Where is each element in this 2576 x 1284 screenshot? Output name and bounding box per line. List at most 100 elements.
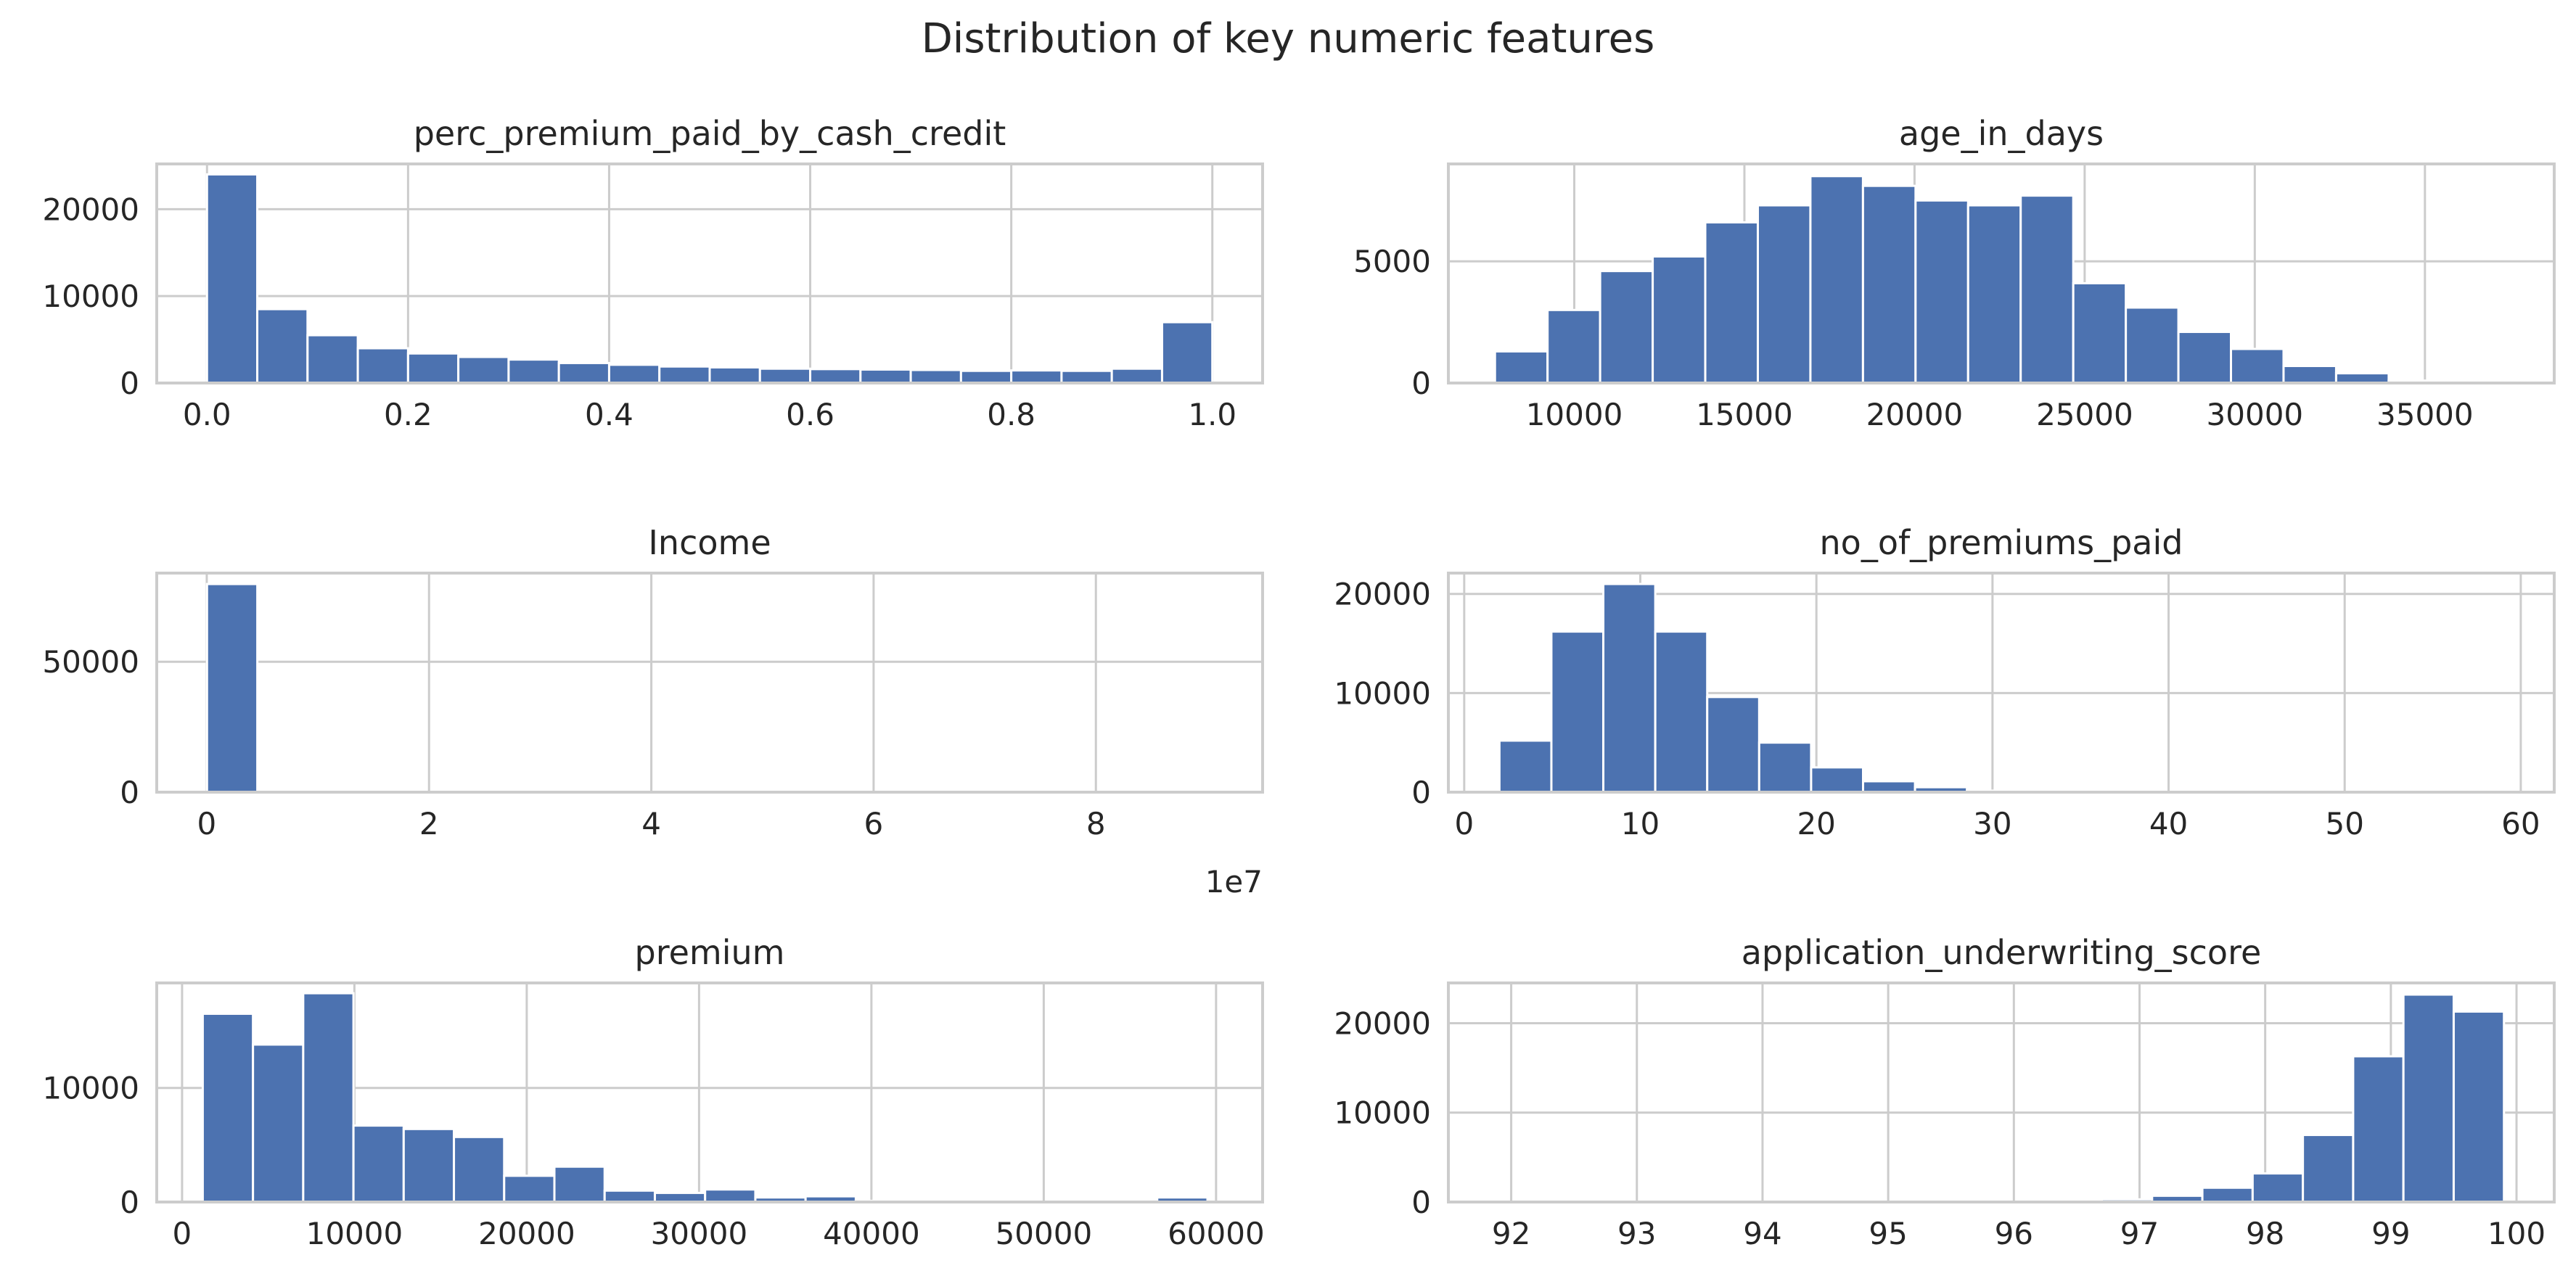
- x-tick-label: 40000: [823, 1216, 920, 1251]
- axes-frame: [155, 981, 1264, 1203]
- x-tick-label: 30000: [2207, 397, 2304, 432]
- x-tick-label: 20000: [1866, 397, 1964, 432]
- x-tick-label: 8: [1086, 806, 1106, 841]
- x-tick-label: 96: [1995, 1216, 2033, 1251]
- axes-frame: [1447, 572, 2556, 794]
- x-tick-label: 98: [2246, 1216, 2284, 1251]
- histogram-bar: [607, 363, 661, 384]
- histogram-bar: [402, 1127, 456, 1203]
- histogram-bar: [2125, 306, 2180, 384]
- histogram-bar: [201, 1012, 255, 1203]
- y-tick-label: 10000: [42, 279, 139, 314]
- x-tick-label: 0: [1454, 806, 1474, 841]
- x-tick-label: 92: [1492, 1216, 1530, 1251]
- x-offset-label: 1e7: [1205, 864, 1263, 900]
- histogram-bar: [658, 365, 711, 384]
- x-tick-label: 0.8: [987, 397, 1035, 432]
- histogram-bar: [503, 1174, 556, 1203]
- subplot-title: application_underwriting_score: [1742, 933, 2262, 972]
- subplot-title: perc_premium_paid_by_cash_credit: [414, 114, 1006, 153]
- x-tick-label: 40: [2149, 806, 2188, 841]
- histogram-bar: [704, 1188, 757, 1203]
- y-tick-label: 10000: [1334, 675, 1431, 711]
- histogram-bar: [1010, 369, 1063, 384]
- histogram-bar: [2177, 331, 2233, 384]
- figure-title: Distribution of key numeric features: [921, 15, 1655, 62]
- subplot-title: Income: [648, 523, 771, 562]
- x-tick-label: 0: [173, 1216, 192, 1251]
- x-tick-label: 30000: [651, 1216, 748, 1251]
- x-tick-label: 50: [2325, 806, 2363, 841]
- histogram-bar: [1652, 255, 1707, 384]
- histogram-bar: [1809, 175, 1864, 384]
- x-tick-label: 0.6: [786, 397, 834, 432]
- histogram-bar: [758, 367, 812, 384]
- y-tick-label: 0: [1411, 1185, 1431, 1220]
- histogram-bar: [1706, 696, 1760, 794]
- histogram-bar: [2452, 1010, 2506, 1203]
- histogram-bar: [2201, 1186, 2254, 1203]
- histogram-bar: [859, 368, 912, 384]
- x-tick-label: 0.4: [585, 397, 633, 432]
- histogram-bar: [256, 308, 309, 384]
- histogram-bar: [2230, 347, 2285, 384]
- x-tick-label: 6: [864, 806, 884, 841]
- histogram-bar: [453, 1135, 506, 1203]
- x-tick-label: 60000: [1168, 1216, 1265, 1251]
- histogram-bar: [708, 366, 761, 384]
- histogram-bar: [205, 173, 259, 384]
- subplot-age-in-days: 10000 15000 20000 25000 30000 35000 0 5000 age_i…: [1353, 114, 2556, 432]
- y-tick-label: 0: [1411, 366, 1431, 401]
- subplot-income: 0 2 4 6 8 0 50000 Income 1e7: [42, 523, 1264, 900]
- histogram-bar: [2352, 1055, 2405, 1203]
- histogram-bar: [2072, 281, 2128, 384]
- histogram-bar: [2019, 194, 2075, 384]
- histogram-bar: [1861, 184, 1917, 384]
- x-tick-label: 10000: [1526, 397, 1623, 432]
- x-tick-label: 0.2: [384, 397, 432, 432]
- x-tick-label: 99: [2371, 1216, 2410, 1251]
- y-tick-label: 10000: [1334, 1095, 1431, 1131]
- x-tick-label: 94: [1743, 1216, 1781, 1251]
- subplot-title: no_of_premiums_paid: [1820, 523, 2183, 562]
- y-tick-label: 20000: [42, 192, 139, 227]
- x-tick-label: 15000: [1696, 397, 1793, 432]
- axes-frame: [155, 162, 1264, 384]
- histogram-bar: [1914, 199, 1969, 384]
- subplot-perc-premium-paid-by-cash-credit: 0.0 0.2 0.4 0.6 0.8 1.0 0 10000 20000 perc_premiu…: [42, 114, 1264, 432]
- histogram-bar: [603, 1189, 656, 1203]
- histogram-bar: [252, 1043, 305, 1203]
- x-tick-label: 10000: [306, 1216, 403, 1251]
- y-tick-label: 0: [120, 1185, 139, 1220]
- histogram-bar: [1550, 630, 1605, 794]
- histogram-bar: [1756, 204, 1812, 384]
- x-tick-label: 97: [2120, 1216, 2159, 1251]
- histogram-bar: [302, 992, 355, 1203]
- histogram-bar: [1966, 204, 2022, 384]
- x-tick-label: 1.0: [1188, 397, 1236, 432]
- histogram-bar: [909, 369, 962, 384]
- histogram-bar: [352, 1124, 405, 1203]
- histogram-bar: [356, 347, 409, 384]
- x-tick-label: 20: [1797, 806, 1835, 841]
- histogram-bar: [457, 355, 510, 384]
- x-tick-label: 93: [1617, 1216, 1656, 1251]
- histogram-bar: [1810, 766, 1865, 794]
- subplot-title: age_in_days: [1899, 114, 2104, 153]
- subplot-no-of-premiums-paid: 0 10 20 30 40 50 60 0 10000 20000 no_of_premiums_p…: [1334, 523, 2556, 841]
- histogram-bar: [1757, 741, 1813, 794]
- y-tick-label: 50000: [42, 644, 139, 680]
- histogram-bar: [1704, 221, 1759, 384]
- histogram-bar: [2282, 365, 2337, 384]
- x-tick-label: 60: [2501, 806, 2540, 841]
- axes-frame: [1447, 162, 2556, 384]
- histogram-bar: [205, 583, 259, 794]
- histogram-bar: [507, 358, 560, 384]
- histogram-bar: [306, 334, 359, 384]
- y-tick-label: 0: [120, 775, 139, 810]
- histogram-bar: [2334, 372, 2390, 384]
- histogram-bar: [1110, 367, 1163, 384]
- histogram-bar: [1493, 350, 1549, 384]
